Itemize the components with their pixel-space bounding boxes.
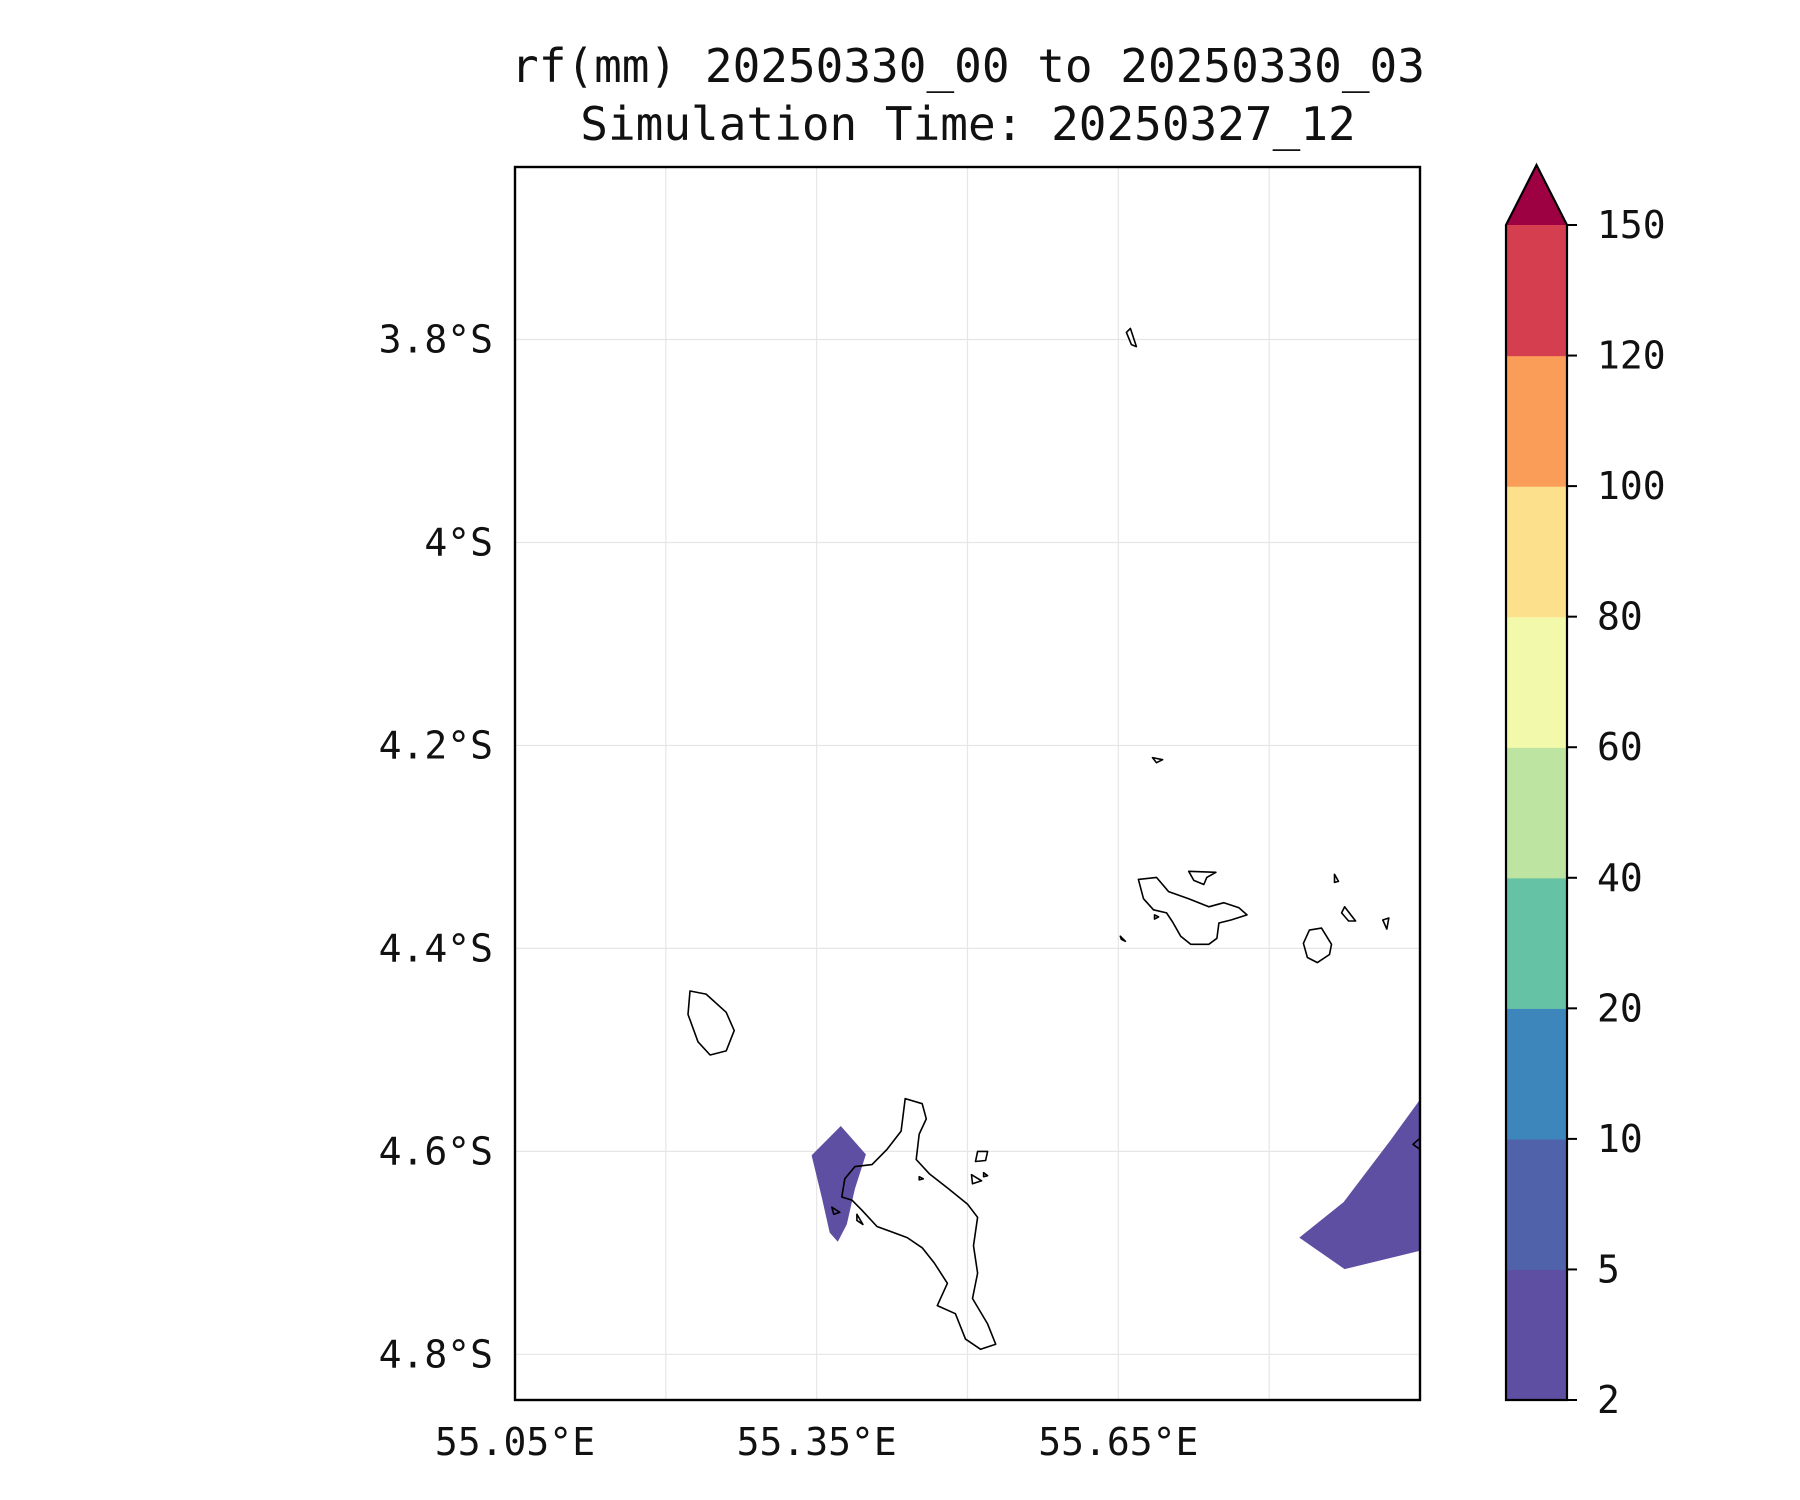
colorbar-label-5: 60: [1597, 725, 1643, 769]
y-axis-ticks: 3.8°S 4°S 4.2°S 4.4°S 4.6°S 4.8°S: [379, 318, 493, 1377]
x-tick-label-0: 55.05°E: [435, 1420, 595, 1464]
map-subtitle: Simulation Time: 20250327_12: [580, 97, 1355, 151]
rainfall-layer: [811, 1099, 1420, 1270]
colorbar-band-3: [1506, 877, 1567, 1009]
colorbar-label-9: 150: [1597, 203, 1666, 247]
island-coastline-4: [1302, 927, 1333, 964]
y-tick-label-2: 4.2°S: [379, 723, 493, 767]
colorbar: 2 5 10 20 40 60 80 100 120 150: [1504, 162, 1666, 1422]
x-tick-label-2: 55.65°E: [1038, 1420, 1198, 1464]
colorbar-label-0: 2: [1597, 1378, 1620, 1422]
colorbar-label-7: 100: [1597, 464, 1666, 508]
colorbar-extend-arrow: [1506, 165, 1567, 225]
colorbar-label-6: 80: [1597, 595, 1643, 639]
colorbar-label-1: 5: [1597, 1247, 1620, 1291]
coastline-layer: [687, 327, 1420, 1351]
island-coastline-1: [687, 990, 736, 1056]
island-coastline-15: [830, 1206, 841, 1216]
colorbar-band-1: [1506, 1138, 1567, 1271]
y-tick-label-4: 4.6°S: [379, 1129, 493, 1173]
x-axis-ticks: 55.05°E 55.35°E 55.65°E: [435, 1420, 1198, 1464]
colorbar-outline: [1504, 162, 1569, 1402]
map-panel: 55.05°E 55.35°E 55.65°E 3.8°S 4°S 4.2°S 4.4°S…: [379, 165, 1422, 1464]
island-coastline-7: [1340, 905, 1357, 922]
island-coastline-0: [840, 1097, 997, 1351]
y-tick-label-3: 4.4°S: [379, 926, 493, 970]
island-coastline-13: [970, 1173, 983, 1185]
rainfall-area-1: [1299, 1099, 1420, 1270]
island-coastline-18: [1412, 1137, 1420, 1151]
island-coastline-2: [1137, 876, 1248, 946]
colorbar-band-7: [1506, 355, 1567, 487]
colorbar-label-2: 10: [1597, 1117, 1643, 1161]
rainfall-area-0: [811, 1126, 866, 1242]
colorbar-band-2: [1506, 1008, 1567, 1140]
colorbar-band-6: [1506, 486, 1567, 618]
y-tick-label-5: 4.8°S: [379, 1332, 493, 1376]
island-coastline-17: [918, 1175, 925, 1181]
island-coastline-5: [1151, 756, 1164, 764]
colorbar-band-8: [1506, 225, 1567, 357]
colorbar-band-5: [1506, 616, 1567, 748]
island-coastline-8: [1333, 873, 1340, 884]
y-tick-label-0: 3.8°S: [379, 318, 493, 362]
x-tick-label-1: 55.35°E: [737, 1420, 897, 1464]
colorbar-band-4: [1506, 747, 1567, 879]
colorbar-label-8: 120: [1597, 334, 1666, 378]
island-coastline-9: [1382, 917, 1390, 930]
island-coastline-12: [974, 1150, 989, 1163]
map-frame: [513, 165, 1422, 1402]
island-coastline-10: [1153, 914, 1160, 920]
island-coastline-16: [856, 1213, 864, 1226]
colorbar-band-0: [1506, 1269, 1567, 1401]
island-coastline-11: [1119, 935, 1127, 943]
colorbar-label-4: 40: [1597, 856, 1643, 900]
colorbar-label-3: 20: [1597, 986, 1643, 1030]
island-coastline-3: [1187, 870, 1217, 886]
y-tick-label-1: 4°S: [424, 520, 493, 564]
island-coastline-14: [982, 1171, 989, 1178]
island-coastline-6: [1125, 327, 1138, 348]
gridlines: [515, 167, 1420, 1400]
map-title: rf(mm) 20250330_00 to 20250330_03: [511, 39, 1425, 93]
